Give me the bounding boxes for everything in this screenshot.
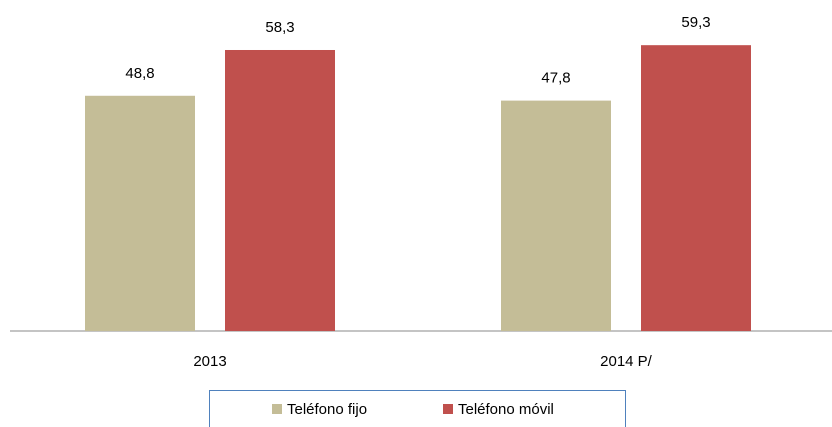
data-label: 47,8	[541, 70, 570, 87]
legend-box	[209, 390, 626, 427]
data-label: 48,8	[125, 65, 154, 82]
legend-label: Teléfono fijo	[287, 401, 367, 418]
bar	[641, 45, 751, 331]
bar	[501, 100, 611, 331]
data-label: 58,3	[265, 19, 294, 36]
bar	[85, 95, 195, 331]
legend-swatch	[272, 404, 282, 414]
bar	[225, 49, 335, 332]
x-tick-label: 2013	[193, 353, 226, 370]
data-label: 59,3	[681, 14, 710, 31]
legend-label: Teléfono móvil	[458, 401, 554, 418]
legend-swatch	[443, 404, 453, 414]
x-tick-label: 2014 P/	[600, 353, 653, 370]
